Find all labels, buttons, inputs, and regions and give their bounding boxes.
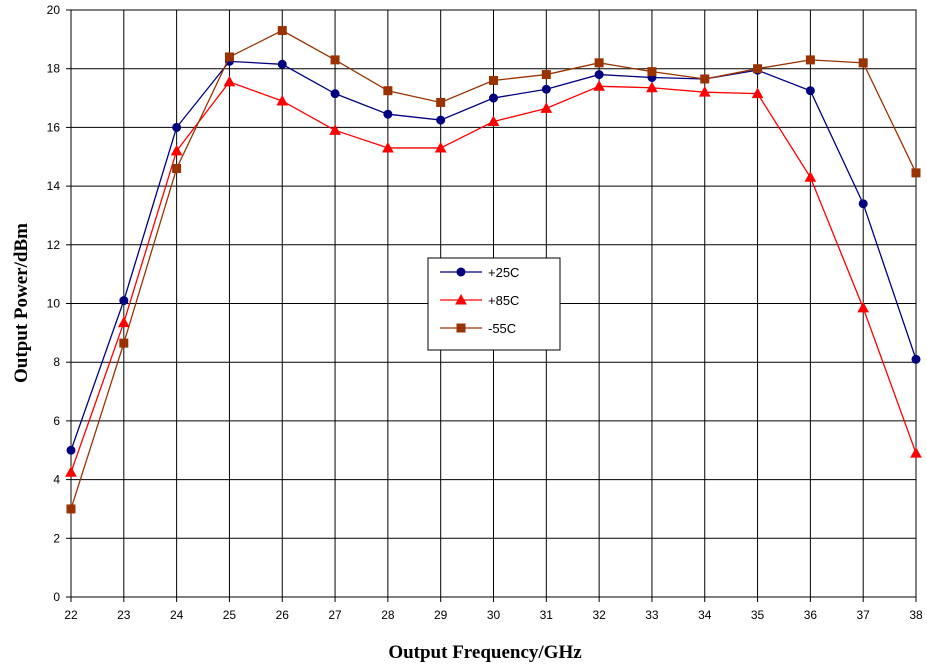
y-tick-label: 0 — [53, 590, 60, 604]
y-tick-labels: 0 2 4 6 8 10 12 14 16 18 20 — [47, 3, 61, 604]
series-group — [65, 26, 922, 514]
series-3 — [66, 26, 921, 514]
data-point — [172, 163, 182, 173]
grid — [66, 9, 917, 602]
legend-marker — [455, 293, 467, 305]
data-point — [698, 86, 711, 97]
y-tick-label: 8 — [53, 355, 60, 369]
data-point — [857, 301, 870, 313]
y-tick-label: 14 — [47, 179, 61, 193]
y-tick-label: 20 — [47, 3, 61, 17]
x-tick-label: 28 — [381, 608, 395, 622]
data-point — [911, 354, 921, 364]
data-point — [329, 124, 341, 135]
data-point — [858, 58, 868, 68]
data-point — [383, 109, 393, 119]
x-axis-title: Output Frequency/GHz — [388, 642, 582, 663]
data-point — [489, 93, 498, 103]
data-point — [436, 115, 446, 125]
y-tick-label: 6 — [53, 414, 60, 428]
legend-box — [427, 257, 561, 351]
data-point — [117, 316, 130, 328]
data-point — [804, 171, 817, 182]
data-point — [910, 447, 922, 458]
legend-marker — [456, 267, 466, 277]
data-point — [489, 75, 498, 85]
data-point — [330, 55, 340, 65]
data-point — [593, 80, 605, 91]
y-tick-label: 16 — [47, 120, 61, 134]
x-tick-label: 24 — [170, 608, 184, 622]
legend: +25C +85C -55C — [427, 257, 561, 351]
x-tick-label: 30 — [487, 608, 501, 622]
data-point — [647, 67, 657, 77]
y-tick-label: 10 — [47, 297, 61, 311]
legend-label: +25C — [488, 265, 519, 280]
data-point — [805, 55, 815, 65]
data-point — [487, 115, 500, 127]
y-tick-label: 4 — [53, 473, 60, 487]
data-point — [66, 445, 76, 455]
x-tick-labels: 22 23 24 25 26 27 28 29 30 31 32 33 34 35 36 37 38 — [64, 608, 923, 622]
data-point — [751, 87, 764, 99]
y-tick-label: 12 — [47, 238, 61, 252]
data-point — [805, 86, 815, 96]
series-2 — [65, 75, 922, 477]
data-point — [66, 504, 76, 514]
x-tick-label: 26 — [276, 608, 290, 622]
data-point — [700, 74, 710, 84]
data-point — [330, 89, 340, 99]
data-point — [753, 64, 763, 74]
plot-area — [70, 9, 917, 598]
x-tick-label: 38 — [909, 608, 923, 622]
data-point — [540, 102, 553, 113]
data-point — [277, 26, 287, 36]
data-point — [858, 199, 868, 209]
data-point — [119, 338, 129, 348]
data-point — [65, 466, 77, 477]
y-tick-label: 2 — [53, 531, 60, 545]
y-tick-label: 18 — [47, 62, 61, 76]
data-point — [383, 86, 393, 96]
data-point — [223, 75, 236, 87]
x-tick-label: 23 — [117, 608, 131, 622]
x-tick-label: 34 — [698, 608, 712, 622]
data-point — [541, 70, 551, 80]
data-point — [224, 52, 234, 62]
x-tick-label: 35 — [751, 608, 765, 622]
legend-label: -55C — [488, 321, 516, 336]
data-point — [172, 122, 182, 132]
x-tick-label: 31 — [540, 608, 554, 622]
data-point — [911, 168, 921, 178]
legend-marker — [456, 323, 466, 333]
data-point — [594, 70, 604, 80]
x-tick-label: 27 — [328, 608, 342, 622]
x-tick-label: 37 — [857, 608, 871, 622]
data-point — [277, 59, 287, 69]
x-tick-label: 32 — [592, 608, 606, 622]
data-point — [434, 141, 447, 153]
data-point — [119, 296, 129, 306]
x-tick-label: 22 — [64, 608, 78, 622]
data-point — [276, 94, 289, 106]
data-point — [382, 141, 394, 153]
legend-label: +85C — [488, 293, 519, 308]
x-tick-label: 25 — [223, 608, 237, 622]
data-point — [170, 144, 183, 156]
y-axis-title: Output Power/dBm — [11, 223, 32, 383]
data-point — [646, 81, 658, 93]
x-tick-label: 33 — [645, 608, 659, 622]
data-point — [436, 97, 446, 107]
x-tick-label: 36 — [804, 608, 818, 622]
data-point — [541, 84, 551, 94]
data-point — [594, 58, 604, 68]
x-tick-label: 29 — [434, 608, 448, 622]
